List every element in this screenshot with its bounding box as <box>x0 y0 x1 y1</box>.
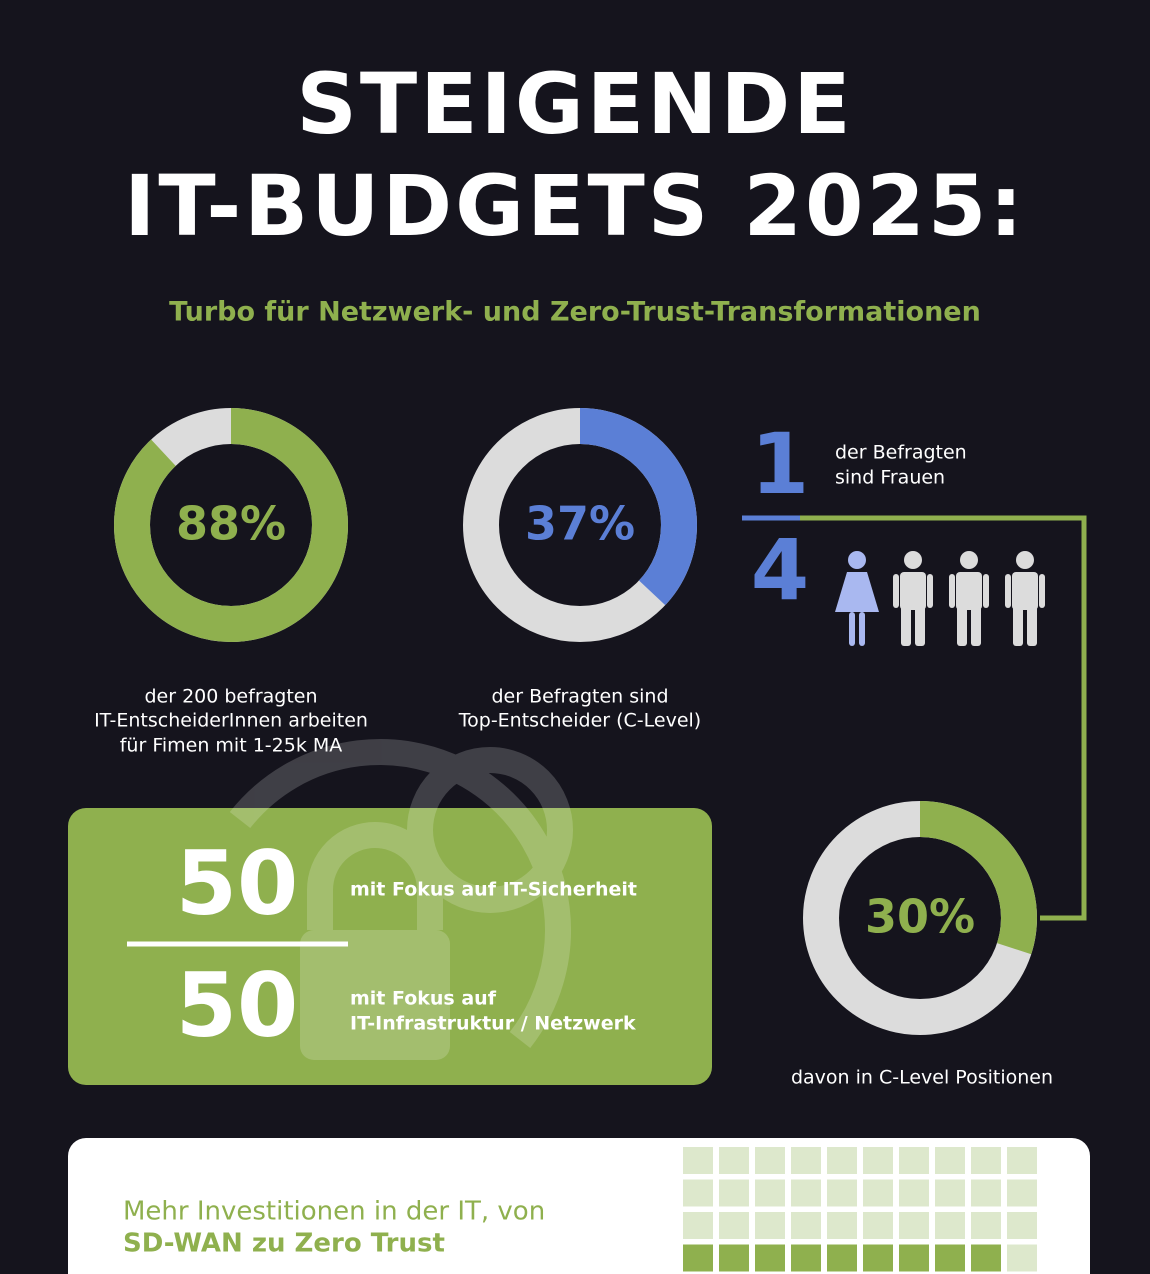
waffle-cell <box>899 1147 929 1174</box>
waffle-cell <box>791 1179 821 1207</box>
card-text: Mehr Investitionen in der IT, von <box>123 1197 545 1227</box>
person-leg <box>859 612 865 646</box>
donut-caption: davon in C-Level Positionen <box>791 1067 1053 1089</box>
waffle-cell <box>755 1212 785 1239</box>
person-leg <box>957 606 967 646</box>
fraction-denominator: 4 <box>751 521 809 619</box>
waffle-cell <box>935 1212 965 1239</box>
donut-caption: Top-Entscheider (C-Level) <box>458 710 701 732</box>
waffle-cell <box>1007 1147 1037 1174</box>
split-text: mit Fokus auf IT-Sicherheit <box>350 879 637 901</box>
title: IT-BUDGETS 2025: <box>124 157 1026 255</box>
waffle-cell <box>863 1179 893 1207</box>
waffle-cell <box>719 1147 749 1174</box>
waffle-cell <box>683 1244 713 1272</box>
people-icons <box>835 551 1045 646</box>
donut-caption: für Fimen mit 1-25k MA <box>120 735 343 757</box>
card-text: SD-WAN zu Zero Trust <box>123 1229 445 1259</box>
person-arm <box>927 574 933 608</box>
waffle-cell <box>755 1244 785 1272</box>
waffle-cell <box>899 1244 929 1272</box>
waffle-cell <box>683 1147 713 1174</box>
donut-arc <box>803 801 1037 1035</box>
title: STEIGENDE <box>296 55 853 153</box>
fraction-text: sind Frauen <box>835 467 945 489</box>
person-arm <box>983 574 989 608</box>
waffle-cell <box>683 1179 713 1207</box>
donut-label: 37% <box>525 497 635 551</box>
lock-icon <box>229 738 573 1060</box>
person-head <box>904 551 922 569</box>
waffle-cell <box>827 1147 857 1174</box>
split-panel <box>68 808 712 1085</box>
waffle-cell <box>863 1212 893 1239</box>
split-value: 50 <box>176 954 298 1057</box>
waffle-cell <box>791 1147 821 1174</box>
person-leg <box>915 606 925 646</box>
person-arm <box>1005 574 1011 608</box>
person-leg <box>849 612 855 646</box>
waffle-cell <box>971 1212 1001 1239</box>
waffle-cell <box>899 1212 929 1239</box>
donut-caption: der Befragten sind <box>491 686 668 708</box>
split-text: mit Fokus auf <box>350 988 497 1010</box>
fraction-text: der Befragten <box>835 442 967 464</box>
person-arm <box>1039 574 1045 608</box>
person-arm <box>893 574 899 608</box>
person-body <box>1012 572 1038 610</box>
waffle-cell <box>719 1212 749 1239</box>
split-value: 50 <box>176 832 298 935</box>
waffle-cell <box>971 1179 1001 1207</box>
person-body <box>956 572 982 610</box>
waffle-cell <box>863 1147 893 1174</box>
donut-arc <box>463 408 697 642</box>
waffle-cell <box>1007 1179 1037 1207</box>
waffle-cell <box>935 1179 965 1207</box>
waffle-cell <box>791 1244 821 1272</box>
waffle-cell <box>755 1179 785 1207</box>
person-head <box>1016 551 1034 569</box>
person-head <box>960 551 978 569</box>
donut-label: 88% <box>176 497 286 551</box>
person-body <box>900 572 926 610</box>
waffle-cell <box>719 1244 749 1272</box>
waffle-cell <box>683 1212 713 1239</box>
waffle-cell <box>755 1147 785 1174</box>
person-leg <box>971 606 981 646</box>
waffle-cell <box>719 1179 749 1207</box>
donut-caption: IT-EntscheiderInnen arbeiten <box>94 710 368 732</box>
waffle-cell <box>971 1244 1001 1272</box>
waffle <box>683 1147 1037 1272</box>
donut-label: 30% <box>865 890 975 944</box>
connector <box>800 515 1087 921</box>
waffle-cell <box>827 1179 857 1207</box>
person-arm <box>949 574 955 608</box>
waffle-cell <box>827 1244 857 1272</box>
fraction-numerator: 1 <box>751 415 809 513</box>
waffle-cell <box>1007 1244 1037 1272</box>
split-text: IT-Infrastruktur / Netzwerk <box>350 1013 636 1035</box>
waffle-cell <box>1007 1212 1037 1239</box>
donut-caption: der 200 befragten <box>144 686 317 708</box>
waffle-cell <box>899 1179 929 1207</box>
person-leg <box>1027 606 1037 646</box>
person-leg <box>1013 606 1023 646</box>
person-head <box>848 551 866 569</box>
subtitle: Turbo für Netzwerk- und Zero-Trust-Trans… <box>169 297 981 328</box>
waffle-cell <box>971 1147 1001 1174</box>
waffle-cell <box>863 1244 893 1272</box>
waffle-cell <box>827 1212 857 1239</box>
donut-arc <box>114 408 348 642</box>
waffle-cell <box>791 1212 821 1239</box>
person-leg <box>901 606 911 646</box>
waffle-cell <box>935 1147 965 1174</box>
waffle-cell <box>935 1244 965 1272</box>
person-body <box>835 572 879 612</box>
